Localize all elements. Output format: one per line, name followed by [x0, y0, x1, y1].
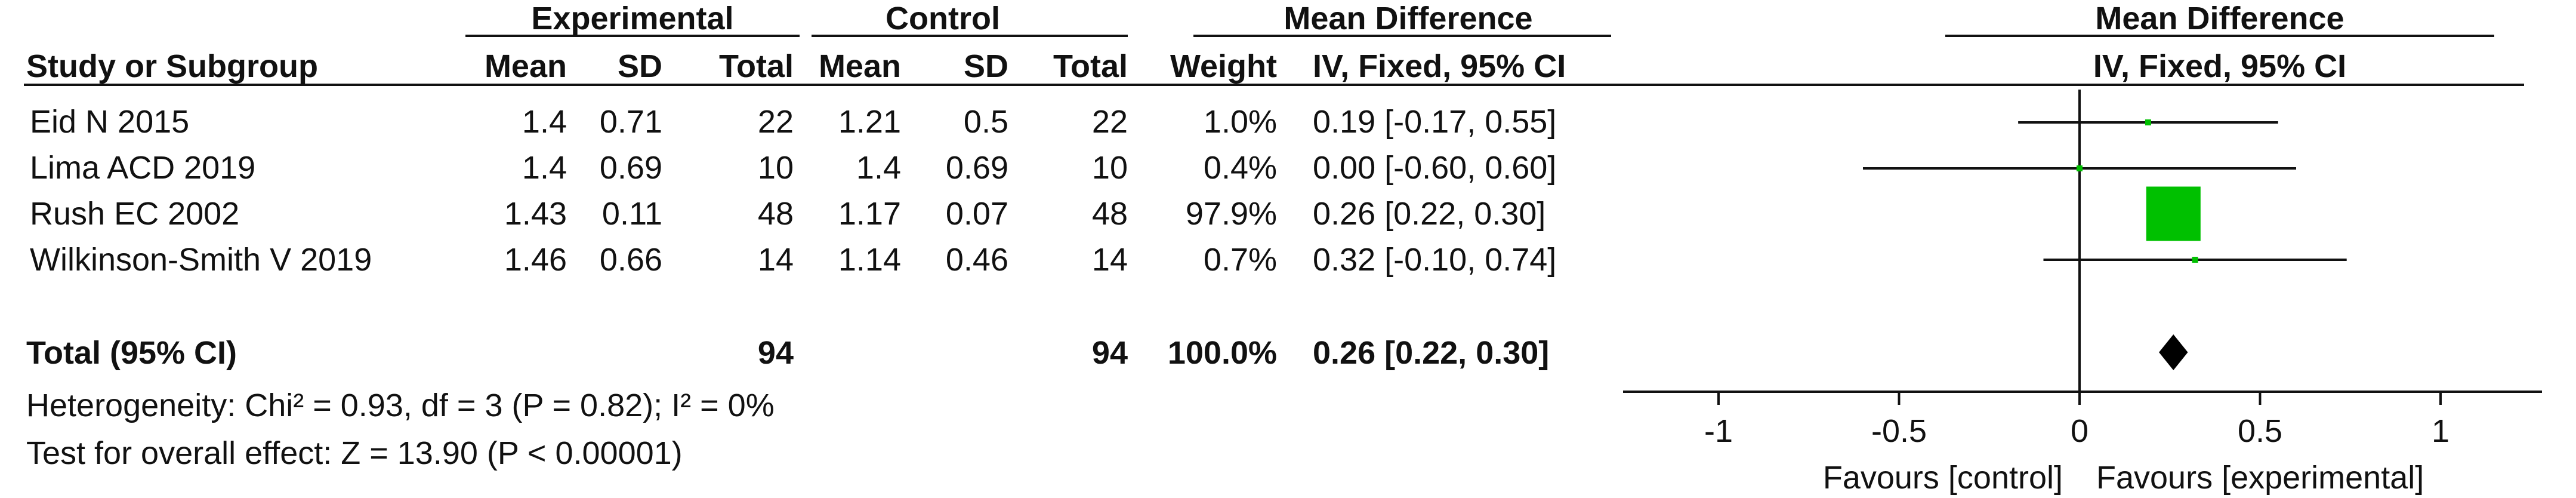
study-point	[2145, 119, 2151, 125]
ctl-mean: 1.17	[838, 196, 901, 232]
study-name: Wilkinson-Smith V 2019	[30, 242, 372, 278]
ctl-mean: 1.14	[838, 242, 901, 278]
control-underline	[812, 35, 1128, 37]
exp-total: 14	[757, 242, 794, 278]
total-label: Total (95% CI)	[26, 335, 237, 371]
x-tick-label: 1	[2432, 413, 2449, 449]
ctl-total: 48	[1091, 196, 1128, 232]
ctl-mean: 1.4	[856, 150, 901, 186]
plot-subtitle: IV, Fixed, 95% CI	[2093, 48, 2347, 84]
mean-difference-ci: 0.26 [0.22, 0.30]	[1313, 196, 1546, 232]
x-tick-label: 0.5	[2238, 413, 2282, 449]
exp-mean: 1.4	[522, 104, 567, 140]
mean-difference-ci: 0.32 [-0.10, 0.74]	[1313, 242, 1557, 278]
ctl-total: 10	[1091, 150, 1128, 186]
exp-total: 22	[757, 104, 794, 140]
ctl-sd: 0.5	[963, 104, 1008, 140]
pooled-diamond	[2159, 334, 2188, 370]
mean-difference-header: Mean Difference	[1284, 1, 1533, 36]
method-header: IV, Fixed, 95% CI	[1313, 48, 1566, 84]
ctl-grand-total: 94	[1091, 335, 1128, 371]
ctl-total: 14	[1091, 242, 1128, 278]
mean-difference-underline	[1193, 35, 1611, 37]
exp-mean-header: Mean	[484, 48, 567, 84]
x-tick-label: -0.5	[1871, 413, 1927, 449]
study-name: Rush EC 2002	[30, 196, 240, 232]
exp-sd: 0.66	[599, 242, 662, 278]
x-tick-label: -1	[1704, 413, 1733, 449]
study-name: Lima ACD 2019	[30, 150, 256, 186]
exp-sd-header: SD	[617, 48, 662, 84]
study-name: Eid N 2015	[30, 104, 190, 140]
weight: 1.0%	[1203, 104, 1277, 140]
study-column-header: Study or Subgroup	[26, 48, 318, 84]
exp-mean: 1.4	[522, 150, 567, 186]
mean-difference-ci: 0.00 [-0.60, 0.60]	[1313, 150, 1557, 186]
weight: 97.9%	[1185, 196, 1277, 232]
ctl-total: 22	[1091, 104, 1128, 140]
heterogeneity-text: Heterogeneity: Chi² = 0.93, df = 3 (P = …	[26, 388, 775, 423]
ctl-mean: 1.21	[838, 104, 901, 140]
favours-experimental-label: Favours [experimental]	[2096, 460, 2424, 496]
exp-grand-total: 94	[757, 335, 794, 371]
plot-title-underline	[1945, 35, 2494, 37]
overall-effect-text: Test for overall effect: Z = 13.90 (P < …	[26, 435, 683, 471]
exp-total-header: Total	[719, 48, 794, 84]
study-point	[2077, 165, 2083, 171]
experimental-header: Experimental	[531, 1, 734, 36]
exp-sd: 0.69	[599, 150, 662, 186]
exp-mean: 1.43	[504, 196, 567, 232]
experimental-underline	[465, 35, 800, 37]
ctl-mean-header: Mean	[818, 48, 901, 84]
total-weight: 100.0%	[1167, 335, 1277, 371]
control-header: Control	[886, 1, 1000, 36]
pooled-mean-difference-ci: 0.26 [0.22, 0.30]	[1313, 335, 1550, 371]
ctl-sd: 0.46	[945, 242, 1008, 278]
mean-difference-ci: 0.19 [-0.17, 0.55]	[1313, 104, 1557, 140]
header-rule	[24, 84, 2524, 86]
study-point	[2192, 257, 2198, 263]
exp-mean: 1.46	[504, 242, 567, 278]
study-point	[2146, 186, 2201, 241]
weight: 0.7%	[1203, 242, 1277, 278]
ctl-sd: 0.07	[945, 196, 1008, 232]
ctl-total-header: Total	[1053, 48, 1128, 84]
x-tick-label: 0	[2071, 413, 2088, 449]
favours-control-label: Favours [control]	[1823, 460, 2063, 496]
weight-header: Weight	[1170, 48, 1277, 84]
ctl-sd: 0.69	[945, 150, 1008, 186]
exp-sd: 0.71	[599, 104, 662, 140]
exp-total: 10	[757, 150, 794, 186]
weight: 0.4%	[1203, 150, 1277, 186]
plot-title: Mean Difference	[2095, 1, 2344, 36]
exp-total: 48	[757, 196, 794, 232]
ctl-sd-header: SD	[963, 48, 1008, 84]
exp-sd: 0.11	[601, 196, 662, 232]
